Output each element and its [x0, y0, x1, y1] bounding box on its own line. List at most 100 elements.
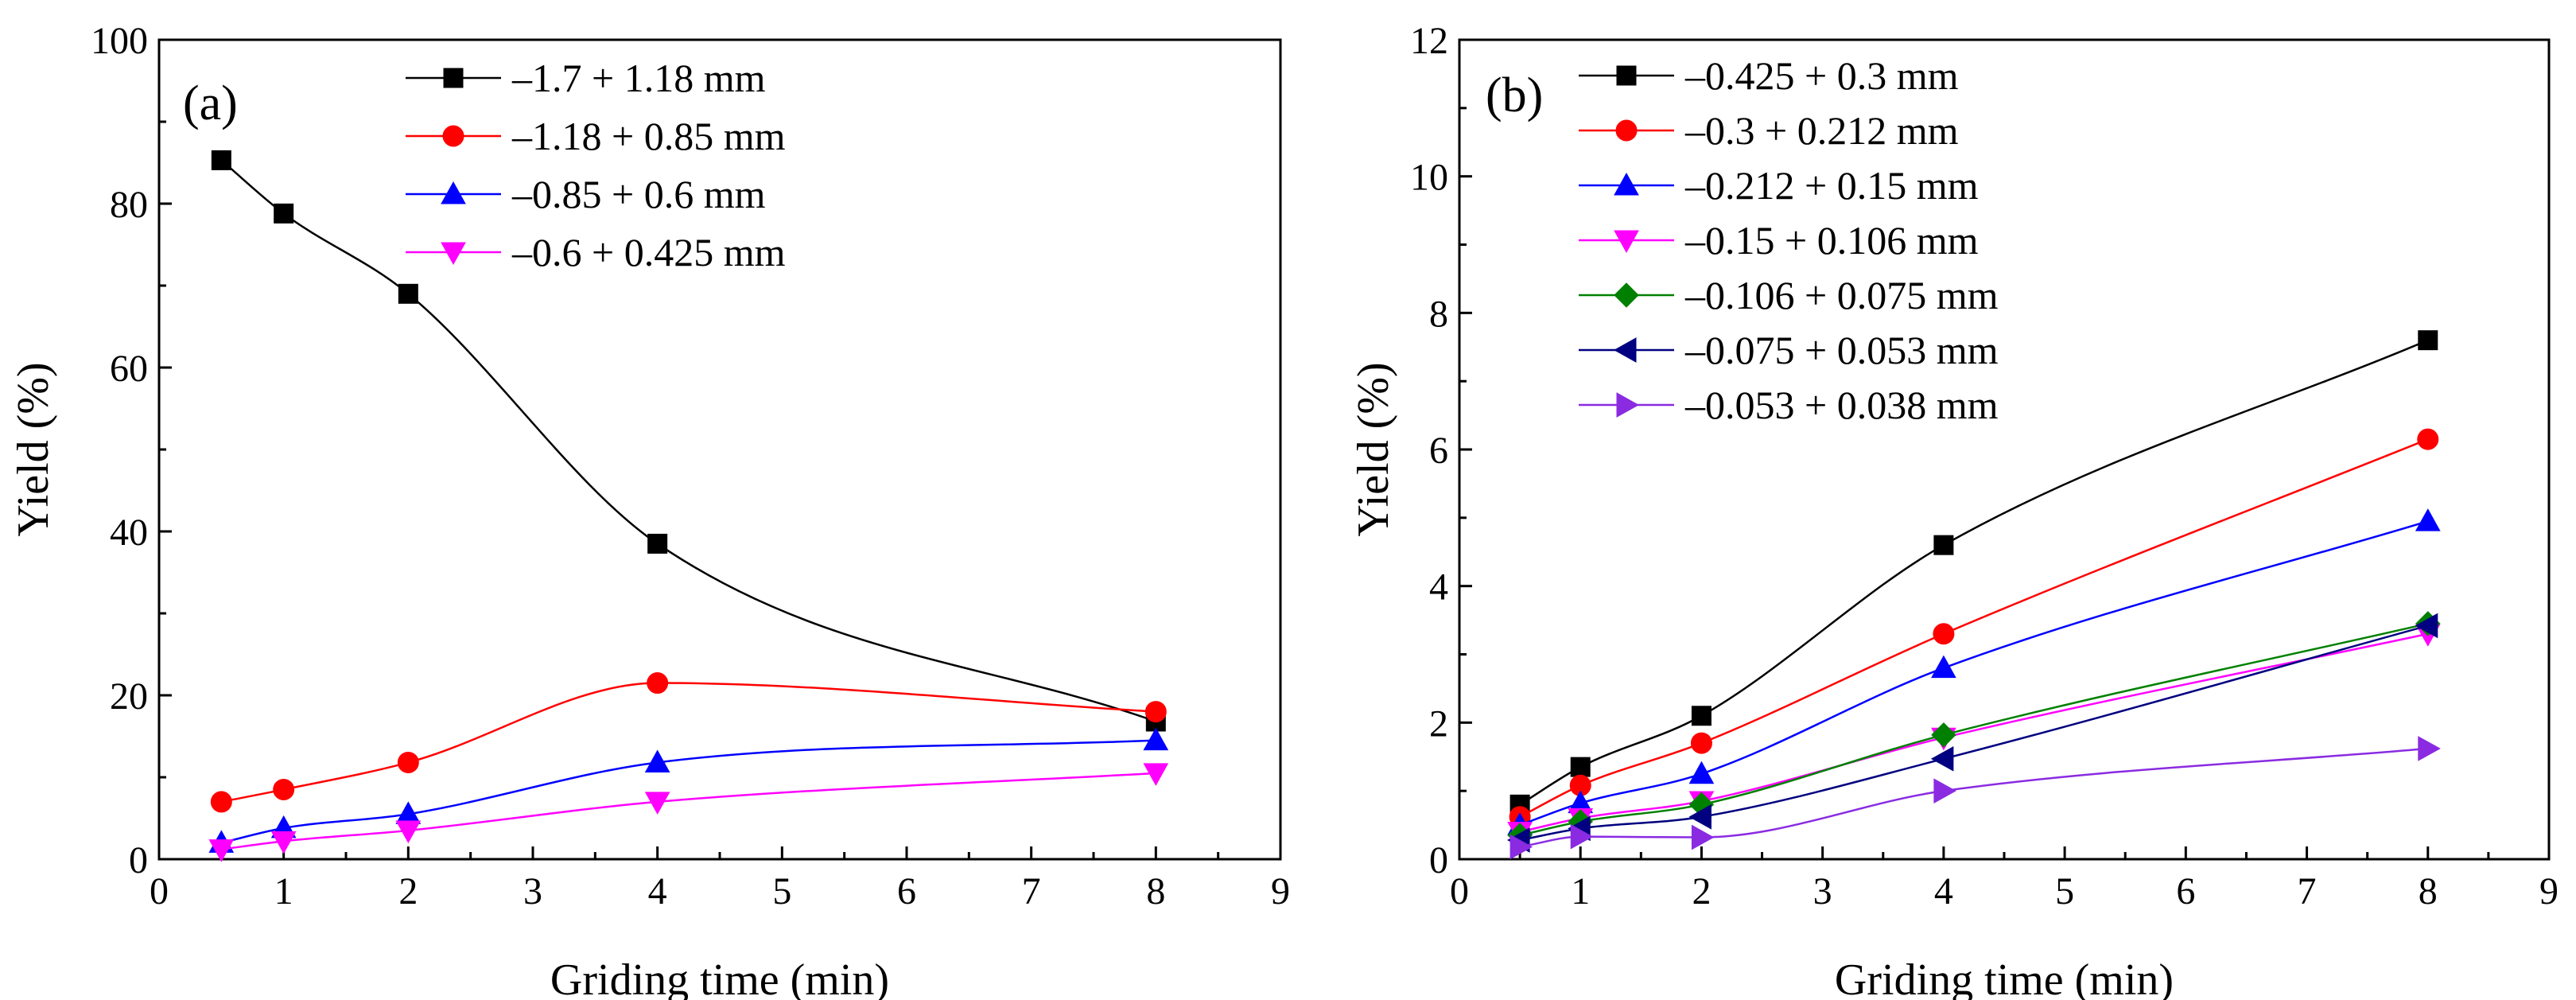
- data-point: [1688, 761, 1715, 784]
- legend-entry: –0.15 + 0.106 mm: [1579, 218, 1979, 263]
- y-tick-label: 40: [110, 512, 148, 554]
- legend-marker: [1616, 392, 1640, 418]
- legend-marker: [441, 242, 466, 266]
- series-line: [221, 682, 1156, 804]
- legend-marker: [442, 125, 464, 147]
- y-axis: 0 2 4 6 8 10 12: [1410, 20, 1472, 881]
- series-2: [1509, 428, 2439, 828]
- legend-label: –0.3 + 0.212 mm: [1684, 108, 1959, 153]
- y-tick-label: 4: [1429, 566, 1448, 609]
- legend-label: –0.106 + 0.075 mm: [1684, 273, 1999, 317]
- panel-label: (a): [183, 76, 238, 130]
- series-line: [221, 739, 1156, 844]
- legend-marker: [441, 181, 466, 204]
- plot-frame: [1458, 38, 2551, 861]
- x-axis-title: Griding time (min): [1835, 955, 2174, 1000]
- x-tick-label: 9: [1271, 870, 1290, 912]
- x-tick-label: 6: [2176, 870, 2195, 912]
- legend-label: –1.7 + 1.18 mm: [511, 56, 766, 100]
- legend-marker: [443, 68, 464, 88]
- plot-frame: [157, 38, 1282, 861]
- data-point: [1143, 763, 1169, 786]
- data-point: [2415, 613, 2438, 639]
- data-point: [1931, 655, 1956, 679]
- legend-label: –0.85 + 0.6 mm: [511, 172, 766, 216]
- legend-label: –0.212 + 0.15 mm: [1684, 163, 1979, 208]
- y-tick-label: 8: [1429, 293, 1448, 335]
- data-point: [210, 791, 232, 813]
- legend-label: –0.053 + 0.038 mm: [1684, 383, 1999, 427]
- x-axis: 0 1 2 3 4 5 6 7 8 9: [150, 846, 1290, 912]
- x-tick-label: 2: [398, 870, 418, 912]
- x-tick-label: 8: [2419, 870, 2438, 912]
- legend-entry: –1.7 + 1.18 mm: [406, 56, 766, 100]
- y-tick-label: 0: [1429, 839, 1448, 881]
- legend-marker: [1616, 65, 1637, 86]
- x-tick-label: 9: [2539, 870, 2559, 912]
- data-point: [647, 533, 668, 554]
- x-tick-label: 0: [1450, 870, 1469, 912]
- data-point: [1570, 757, 1591, 777]
- x-tick-label: 5: [2055, 870, 2074, 912]
- series-line: [1519, 438, 2429, 818]
- data-point: [1691, 706, 1712, 726]
- data-point: [1931, 722, 1956, 748]
- data-point: [274, 203, 294, 224]
- y-axis-title: Yield (%): [1349, 362, 1398, 536]
- y-axis-title: Yield (%): [9, 362, 58, 536]
- x-tick-label: 7: [1022, 870, 1041, 912]
- legend-marker: [1613, 337, 1637, 363]
- y-tick-label: 2: [1429, 702, 1448, 745]
- data-point: [1509, 834, 1533, 860]
- x-axis-title: Griding time (min): [550, 955, 889, 1000]
- data-point: [211, 150, 231, 170]
- x-tick-label: 0: [150, 870, 169, 912]
- legend-label: –0.15 + 0.106 mm: [1684, 218, 1979, 263]
- x-tick-label: 4: [1934, 870, 1953, 912]
- data-point: [2415, 508, 2441, 531]
- y-tick-label: 60: [110, 348, 148, 390]
- x-tick-label: 6: [897, 870, 916, 912]
- legend-label: –0.425 + 0.3 mm: [1684, 53, 1959, 98]
- legend-label: –1.18 + 0.85 mm: [511, 114, 786, 158]
- y-tick-label: 10: [1410, 157, 1448, 199]
- y-tick-label: 80: [110, 184, 148, 226]
- data-point: [208, 839, 235, 862]
- x-tick-label: 3: [1813, 870, 1832, 912]
- data-point: [1570, 823, 1594, 850]
- y-axis: 0 20 40 60 80 100: [91, 20, 172, 881]
- data-point: [395, 820, 422, 843]
- y-tick-label: 20: [110, 675, 148, 718]
- data-point: [1143, 727, 1169, 751]
- x-tick-label: 1: [274, 870, 293, 912]
- series-5: [1507, 611, 2441, 848]
- data-point: [647, 672, 669, 695]
- series-4: [208, 763, 1169, 862]
- legend-entry: –0.212 + 0.15 mm: [1579, 163, 1979, 208]
- data-point: [2418, 330, 2438, 351]
- series-3: [1507, 508, 2441, 835]
- x-tick-label: 1: [1571, 870, 1590, 912]
- data-point: [1930, 745, 1954, 772]
- x-tick-label: 8: [1146, 870, 1165, 912]
- data-point: [1933, 623, 1955, 645]
- legend-entry: –0.85 + 0.6 mm: [406, 172, 766, 216]
- legend-marker: [1614, 230, 1639, 254]
- y-tick-label: 100: [91, 20, 148, 62]
- series-2: [210, 672, 1167, 813]
- series-line: [1519, 519, 2429, 827]
- legend-marker: [1615, 119, 1638, 142]
- legend-entry: –0.425 + 0.3 mm: [1579, 53, 1959, 98]
- chart-panel-a: 0 1 2 3 4 5 6 7 8 9 0 20 40 60 80 100 Griding time (min)…: [9, 20, 1290, 1000]
- data-point: [1144, 701, 1167, 723]
- data-point: [270, 831, 297, 854]
- series-line: [221, 772, 1156, 850]
- x-tick-label: 7: [2298, 870, 2317, 912]
- series-line: [1519, 622, 2429, 837]
- series-6: [1507, 613, 2438, 853]
- data-point: [2417, 428, 2439, 450]
- legend-entry: –0.6 + 0.425 mm: [406, 230, 786, 274]
- data-point: [1933, 535, 1954, 555]
- y-tick-label: 0: [129, 839, 148, 881]
